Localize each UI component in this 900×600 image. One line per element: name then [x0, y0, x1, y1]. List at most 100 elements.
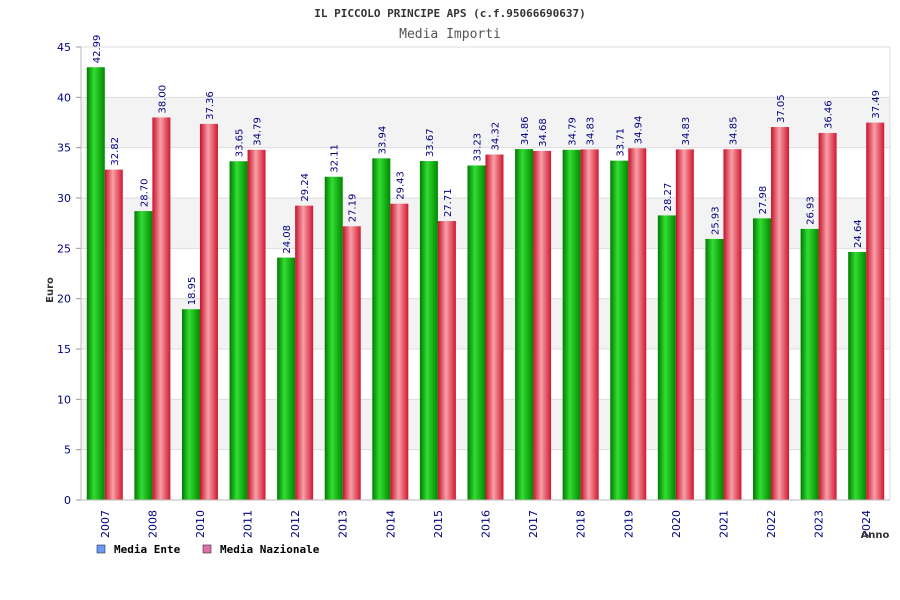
value-label: 29.24 [300, 173, 311, 202]
bar-media-nazionale [675, 149, 694, 501]
x-tick-label: 2022 [765, 510, 778, 538]
value-label: 37.36 [205, 91, 216, 120]
y-tick-label: 45 [57, 41, 71, 54]
bar-media-ente [800, 228, 819, 500]
y-tick-label: 25 [57, 242, 71, 255]
x-tick-labels: 2007 2008 2010 2011 2012 2013 2014 2015 2016 2017… [99, 510, 873, 538]
x-tick-label: 2024 [860, 510, 873, 538]
y-tick-label: 35 [57, 142, 71, 155]
chart-subtitle: Media Importi [399, 27, 501, 42]
bar-media-ente [705, 238, 724, 501]
value-label: 34.79 [253, 117, 264, 146]
value-label: 34.79 [568, 117, 579, 146]
x-tick-label: 2016 [480, 510, 493, 538]
bar-media-nazionale [866, 122, 885, 500]
bar-media-ente [181, 309, 200, 500]
value-label: 28.27 [663, 183, 674, 212]
y-tick-label: 10 [57, 393, 71, 406]
bar-media-ente [229, 161, 248, 501]
legend: Media Ente Media Nazionale [96, 543, 320, 556]
x-tick-label: 2010 [194, 510, 207, 538]
x-tick-label: 2012 [289, 510, 302, 538]
value-label: 24.64 [853, 219, 864, 248]
value-label: 33.94 [377, 126, 388, 155]
value-label: 32.82 [110, 137, 121, 166]
bar-media-nazionale [437, 221, 456, 500]
chart-title: IL PICCOLO PRINCIPE APS (c.f.95066690637… [314, 7, 586, 20]
bar-media-ente [848, 251, 867, 500]
value-label: 33.67 [425, 128, 436, 157]
value-label: 37.49 [871, 90, 882, 119]
bar-media-ente [562, 149, 581, 500]
value-label: 18.95 [187, 277, 198, 306]
y-axis-label: Euro [45, 277, 56, 303]
value-label: 34.94 [633, 116, 644, 145]
bar-media-ente [86, 67, 105, 500]
y-tick-label: 5 [64, 444, 71, 457]
value-label: 33.65 [235, 129, 246, 158]
value-label: 26.93 [806, 196, 817, 225]
bar-media-ente [324, 176, 343, 500]
bar-media-ente [372, 158, 391, 500]
value-label: 34.86 [520, 116, 531, 145]
bar-media-nazionale [152, 117, 171, 500]
value-label: 32.11 [330, 144, 341, 173]
value-label: 34.68 [538, 118, 549, 147]
legend-label-nazionale: Media Nazionale [220, 543, 320, 556]
x-tick-label: 2018 [575, 510, 588, 538]
y-tick-label: 0 [64, 494, 71, 507]
bar-media-ente [657, 215, 676, 500]
bar-media-nazionale [723, 149, 742, 500]
value-label: 34.83 [681, 117, 692, 146]
bar-media-nazionale [104, 169, 123, 500]
x-tick-label: 2017 [527, 510, 540, 538]
bar-media-ente [515, 149, 534, 501]
x-tick-label: 2019 [622, 510, 635, 538]
bar-media-nazionale [247, 149, 266, 500]
value-label: 33.71 [615, 128, 626, 157]
value-label: 36.46 [824, 100, 835, 129]
legend-label-ente: Media Ente [114, 543, 181, 556]
y-tick-label: 30 [57, 192, 71, 205]
x-tick-label: 2013 [337, 510, 350, 538]
x-tick-label: 2015 [432, 510, 445, 538]
x-axis-label: Anno [861, 530, 890, 541]
bar-media-ente [419, 161, 438, 500]
axes [80, 46, 891, 501]
y-tick-label: 20 [57, 293, 71, 306]
x-tick-label: 2008 [146, 510, 159, 538]
value-label: 42.99 [92, 35, 103, 64]
bar-media-ente [753, 218, 772, 501]
y-tick-label: 40 [57, 91, 71, 104]
y-tick-labels: 0 5 10 15 20 25 30 35 40 45 [57, 41, 71, 507]
x-tick-label: 2023 [813, 510, 826, 538]
value-label: 38.00 [157, 85, 168, 114]
legend-swatch-ente [96, 544, 106, 554]
bar-media-ente [467, 165, 486, 500]
bar-media-ente [277, 257, 296, 500]
bar-media-nazionale [390, 203, 409, 500]
y-tick-label: 15 [57, 343, 71, 356]
x-tick-label: 2014 [384, 510, 397, 538]
value-label: 27.19 [348, 194, 359, 223]
bar-media-nazionale [199, 123, 218, 500]
value-label: 37.05 [776, 94, 787, 123]
value-label: 34.32 [491, 122, 502, 151]
bar-media-nazionale [771, 127, 790, 500]
bar-media-ente [610, 160, 629, 501]
value-label: 28.70 [139, 178, 150, 207]
value-label: 27.71 [443, 188, 454, 217]
bar-media-nazionale [818, 132, 837, 500]
x-tick-label: 2007 [99, 510, 112, 538]
bar-media-nazionale [295, 205, 314, 500]
bar-media-nazionale [342, 226, 361, 500]
value-label: 25.93 [710, 206, 721, 235]
value-label: 27.98 [758, 186, 769, 215]
value-label: 34.83 [586, 117, 597, 146]
bar-media-nazionale [533, 150, 552, 500]
bar-media-nazionale [485, 154, 504, 500]
value-labels: 42.99 32.82 28.70 38.00 18.95 37.36 33.65 34.79… [92, 35, 882, 306]
bar-media-nazionale [580, 149, 599, 501]
x-tick-label: 2020 [670, 510, 683, 538]
